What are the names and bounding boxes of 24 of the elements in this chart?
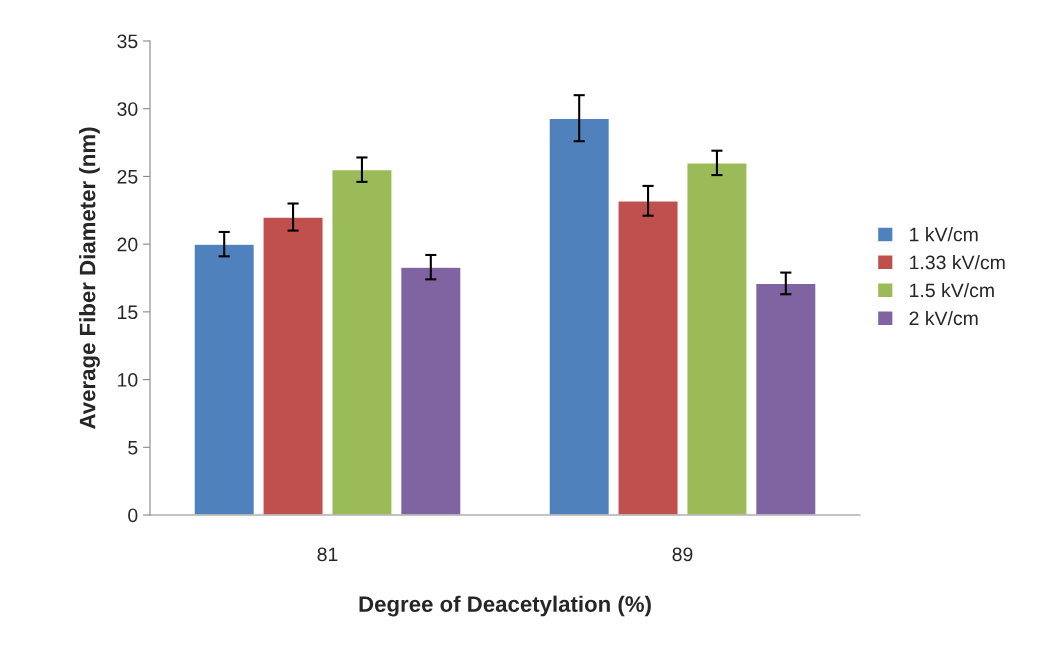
bar	[686, 162, 748, 515]
bar	[193, 243, 256, 515]
y-tick-label: 0	[128, 508, 138, 523]
bar	[754, 282, 817, 515]
y-tick-label: 10	[118, 373, 138, 387]
y-tick-label: 30	[117, 102, 138, 116]
legend-label: 1 kV/cm	[910, 227, 978, 242]
bar	[399, 266, 462, 515]
legend-label: 1.5 kV/cm	[910, 282, 994, 298]
bar	[331, 168, 393, 515]
y-tick-label: 5	[128, 440, 138, 455]
bar	[548, 117, 611, 515]
bar	[617, 200, 679, 515]
x-axis-title: Degree of Deacetylation (%)	[359, 595, 651, 617]
bar	[262, 216, 324, 515]
y-tick-label: 35	[117, 34, 138, 49]
x-tick-label: 81	[317, 547, 338, 562]
y-tick-label: 20	[117, 237, 138, 252]
y-tick-label: 25	[117, 169, 138, 184]
y-axis-title: Average Fiber Diameter (nm)	[79, 127, 100, 429]
legend-label: 2 kV/cm	[909, 310, 978, 326]
x-tick-label: 89	[672, 547, 693, 562]
y-tick-label: 15	[118, 305, 138, 320]
legend-label: 1.33 kV/cm	[910, 255, 1005, 270]
